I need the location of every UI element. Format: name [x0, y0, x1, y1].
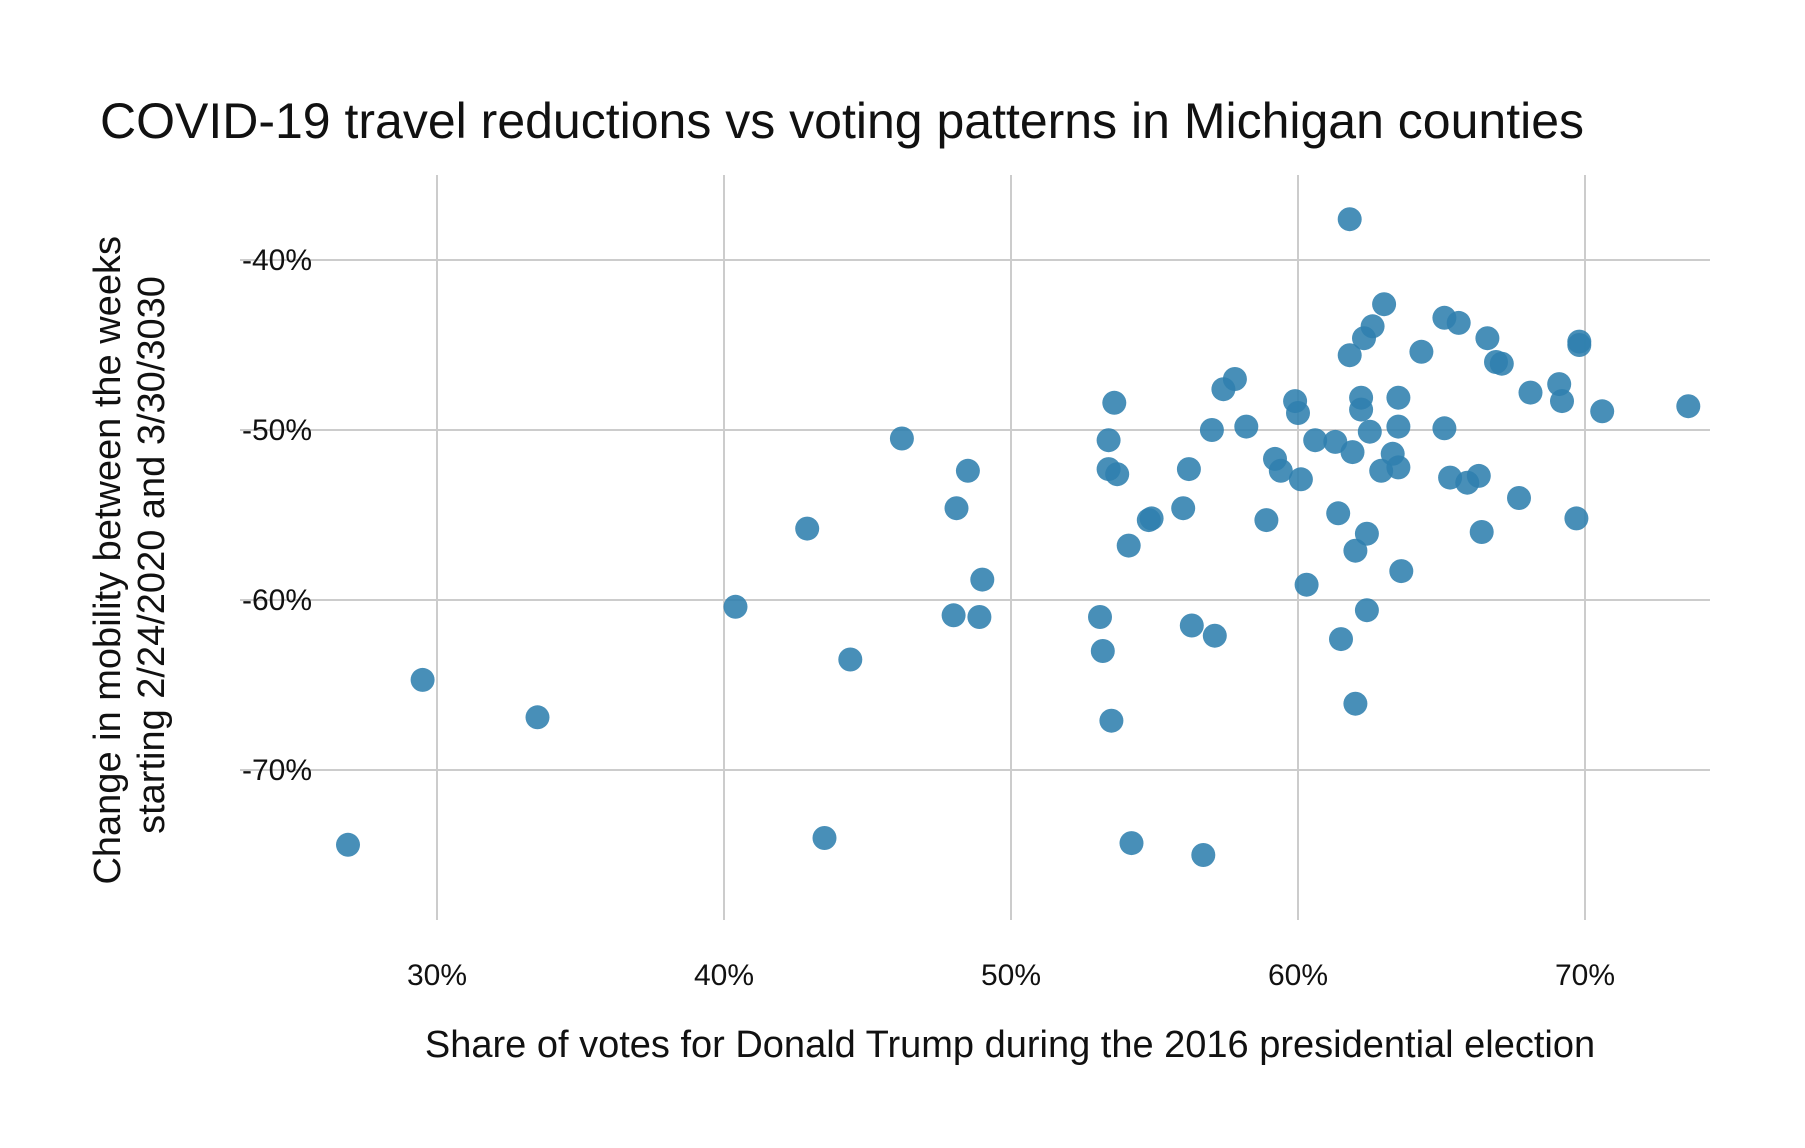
data-point: [1326, 501, 1351, 526]
data-point: [838, 647, 863, 672]
x-tick-label: 30%: [407, 959, 467, 992]
data-point: [795, 516, 820, 541]
gridlines: [240, 175, 1710, 920]
data-point: [1139, 506, 1164, 531]
data-point: [1386, 455, 1411, 480]
y-tick-label: -70%: [242, 754, 312, 787]
data-point: [941, 603, 966, 628]
x-tick-label: 60%: [1268, 959, 1328, 992]
data-point: [1191, 843, 1216, 867]
y-axis-label-line-2: starting 2/24/2020 and 3/30/3030: [131, 276, 173, 834]
x-axis-label: Share of votes for Donald Trump during t…: [425, 1024, 1595, 1066]
data-point: [1446, 310, 1471, 335]
data-point: [1329, 627, 1353, 652]
data-point: [955, 458, 980, 483]
data-point: [1466, 463, 1491, 488]
data-point: [1096, 428, 1121, 453]
data-point: [410, 667, 435, 692]
data-point: [1340, 440, 1365, 465]
data-point: [1294, 572, 1319, 597]
data-point: [1119, 831, 1144, 856]
data-point: [1386, 414, 1411, 439]
data-point: [1099, 708, 1124, 733]
data-point: [1489, 351, 1514, 376]
data-point: [1360, 314, 1385, 339]
data-point: [1179, 613, 1204, 638]
data-point: [723, 594, 748, 619]
data-point: [1303, 428, 1328, 453]
data-point: [889, 426, 914, 451]
data-point: [1564, 506, 1589, 531]
data-point: [1372, 292, 1397, 317]
data-point: [1349, 397, 1374, 422]
data-point: [1254, 508, 1279, 533]
y-tick-label: -50%: [242, 414, 312, 447]
data-point: [1202, 623, 1227, 648]
data-point: [1199, 418, 1224, 442]
data-point: [1386, 385, 1411, 410]
data-point: [1432, 416, 1457, 441]
data-point: [1171, 496, 1196, 521]
data-point: [970, 567, 995, 592]
data-point: [1337, 207, 1362, 232]
data-point: [336, 832, 360, 857]
data-point: [1176, 457, 1201, 482]
data-point: [1354, 521, 1379, 546]
data-point: [1343, 538, 1368, 563]
data-point: [1409, 339, 1434, 364]
data-point: [1475, 326, 1500, 351]
data-point: [1343, 691, 1368, 716]
data-point: [1105, 462, 1130, 487]
y-axis-label-line-1: Change in mobility between the weeks: [87, 236, 129, 885]
x-tick-label: 70%: [1555, 959, 1615, 992]
data-point: [1567, 329, 1592, 354]
data-point: [1550, 389, 1574, 414]
data-point: [1354, 598, 1379, 623]
data-point: [525, 705, 550, 730]
data-point: [1222, 367, 1247, 391]
data-point: [1469, 520, 1494, 544]
x-axis-ticks: 30% 40% 50% 60% 70%: [407, 959, 1615, 992]
data-point: [967, 605, 992, 629]
data-point: [1357, 419, 1382, 444]
data-point: [1116, 533, 1141, 558]
data-point: [1234, 414, 1259, 439]
data-point: [1389, 559, 1414, 584]
data-point: [1507, 486, 1531, 510]
x-tick-label: 50%: [981, 959, 1041, 992]
data-point: [1090, 639, 1115, 663]
y-axis-label: Change in mobility between the weeks sta…: [87, 225, 173, 884]
data-point: [1286, 401, 1310, 425]
data-point: [1288, 467, 1313, 492]
y-tick-label: -40%: [242, 244, 312, 277]
data-point: [1337, 343, 1362, 368]
data-point: [1518, 380, 1543, 405]
data-point: [812, 826, 837, 850]
y-axis-ticks: -40% -50% -60% -70%: [242, 244, 312, 787]
data-point: [1268, 458, 1293, 483]
data-point: [944, 496, 969, 521]
data-point: [1676, 394, 1701, 419]
chart-title: COVID-19 travel reductions vs voting pat…: [100, 93, 1584, 149]
data-point: [1088, 605, 1112, 629]
data-points: [336, 207, 1701, 867]
data-point: [1590, 399, 1615, 424]
x-tick-label: 40%: [694, 959, 754, 992]
y-tick-label: -60%: [242, 584, 312, 617]
data-point: [1102, 390, 1127, 415]
